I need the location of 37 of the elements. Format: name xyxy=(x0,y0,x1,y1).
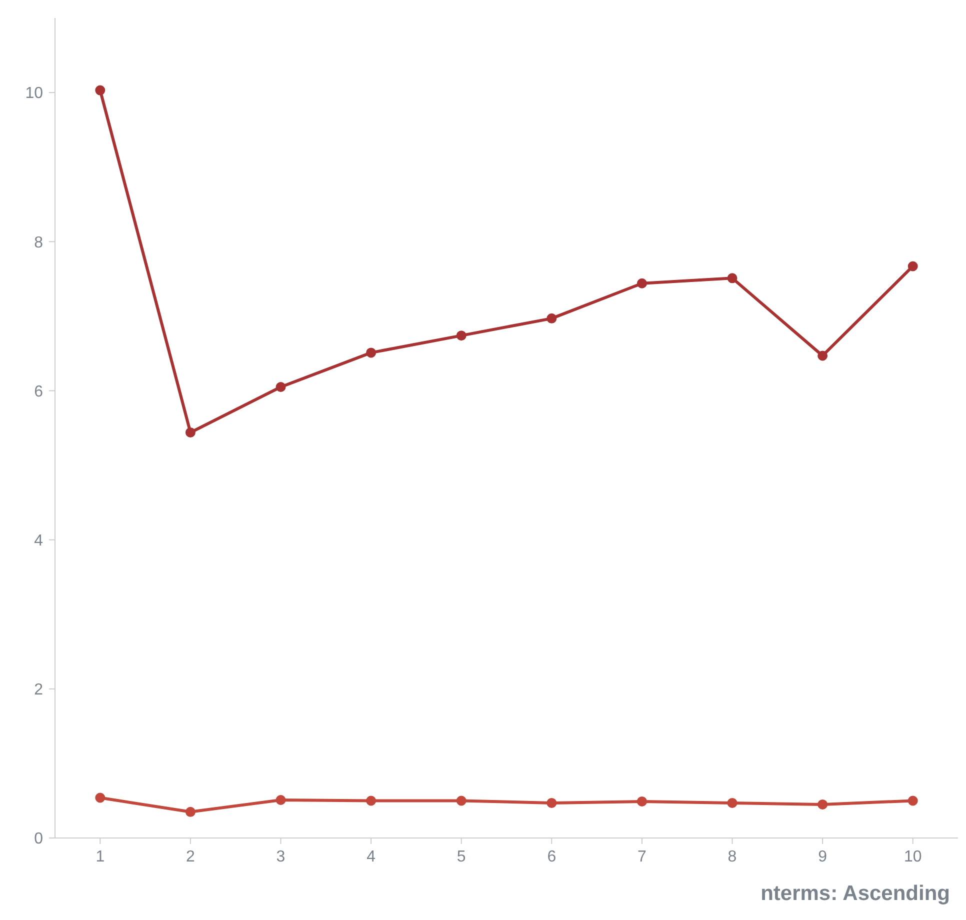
point xyxy=(276,794,286,805)
point xyxy=(185,806,196,817)
x-tick-label: 5 xyxy=(456,848,466,866)
point xyxy=(456,330,466,341)
x-tick-label: 9 xyxy=(818,848,828,866)
x-tick-label: 10 xyxy=(904,848,922,866)
point xyxy=(908,796,918,806)
x-tick-label: 8 xyxy=(728,848,737,866)
x-tick-label: 7 xyxy=(637,848,646,866)
point xyxy=(95,792,106,803)
point xyxy=(818,350,828,361)
point xyxy=(908,261,918,272)
point xyxy=(727,798,738,808)
point xyxy=(727,273,738,284)
y-tick-label: 0 xyxy=(34,830,44,848)
point xyxy=(546,313,557,324)
point xyxy=(636,278,647,288)
point xyxy=(636,796,647,806)
y-tick-label: 6 xyxy=(34,383,44,400)
x-tick-label: 3 xyxy=(276,848,286,866)
point xyxy=(818,799,828,810)
point xyxy=(366,348,376,358)
point xyxy=(185,427,196,438)
point xyxy=(276,382,286,392)
point xyxy=(456,796,466,806)
y-tick-label: 4 xyxy=(34,532,44,550)
y-tick-label: 8 xyxy=(34,234,44,252)
x-axis-title: nterms: Ascending xyxy=(760,882,950,905)
x-tick-label: 1 xyxy=(96,848,105,866)
point xyxy=(95,85,106,96)
point xyxy=(366,796,376,806)
x-tick-label: 6 xyxy=(547,848,556,866)
y-tick-label: 2 xyxy=(34,682,44,699)
y-tick-label: 10 xyxy=(25,85,44,102)
x-tick-label: 2 xyxy=(186,848,195,866)
x-tick-label: 4 xyxy=(366,848,376,866)
point xyxy=(546,798,557,808)
